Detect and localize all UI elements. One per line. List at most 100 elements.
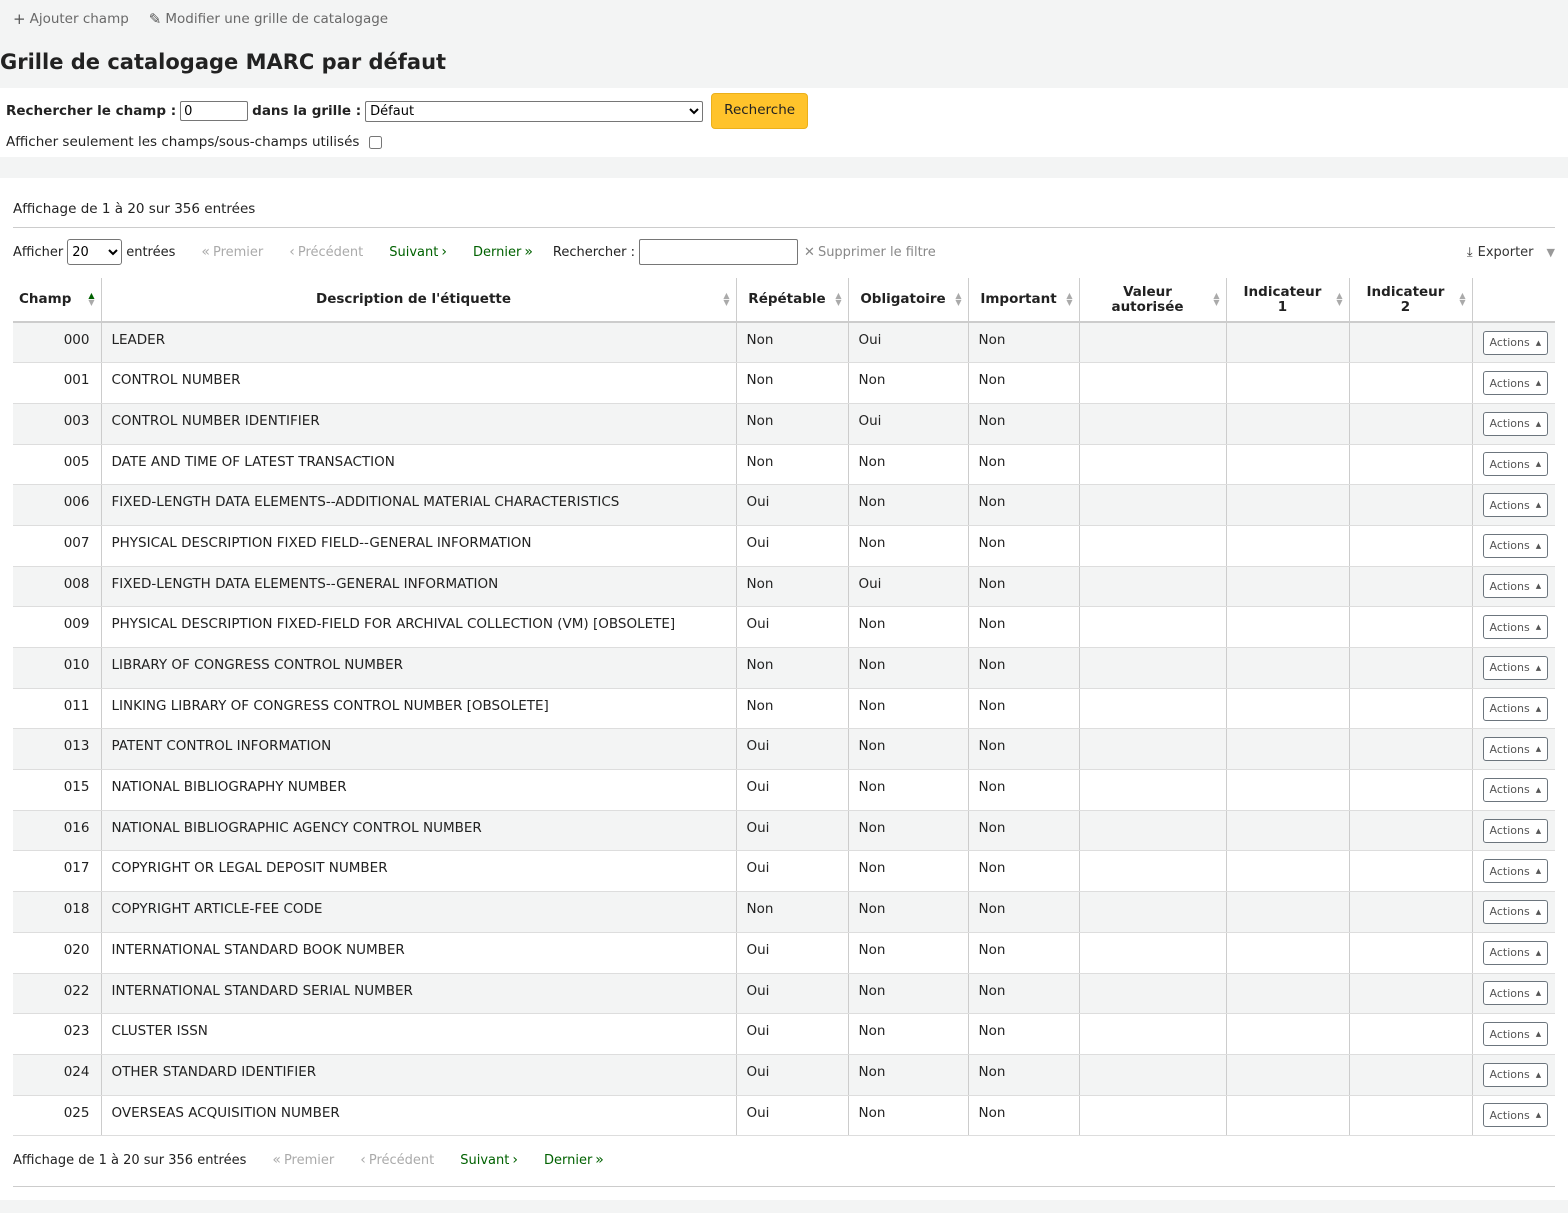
export-label: Exporter — [1477, 244, 1534, 260]
col-description-label: Description de l'étiquette — [315, 291, 512, 307]
first-page-button-bottom[interactable]: « Premier — [272, 1152, 334, 1168]
actions-button[interactable]: Actions ▲ — [1482, 615, 1549, 640]
col-ind2-label-2: 2 — [1400, 298, 1411, 315]
cell-important: Non — [967, 444, 1079, 486]
actions-label: Actions — [1489, 946, 1530, 960]
last-page-button-bottom[interactable]: Dernier » — [544, 1152, 604, 1168]
page-size-select[interactable]: 20 — [67, 239, 123, 265]
table-row: 006 FIXED-LENGTH DATA ELEMENTS--ADDITIONA… — [13, 484, 1555, 526]
col-repetable[interactable]: Répétable ▲ ▼ — [735, 278, 848, 323]
cell-indicateur-1 — [1225, 1013, 1349, 1055]
col-ind1-label-1: Indicateur — [1243, 283, 1322, 300]
actions-button[interactable]: Actions ▲ — [1482, 777, 1549, 802]
actions-button[interactable]: Actions ▲ — [1482, 1022, 1549, 1047]
col-important[interactable]: Important ▲ ▼ — [967, 278, 1079, 323]
cell-valeur — [1078, 728, 1226, 771]
entries-label: entrées — [126, 244, 176, 260]
clear-filter-button[interactable]: ✕ Supprimer le filtre — [804, 245, 936, 260]
sort-icon: ▲ ▼ — [835, 291, 842, 307]
grid-select[interactable]: Défaut — [365, 100, 704, 122]
cell-indicateur-1 — [1225, 850, 1349, 893]
actions-button[interactable]: Actions ▲ — [1482, 859, 1549, 884]
caret-up-icon: ▲ — [1535, 948, 1542, 957]
actions-button[interactable]: Actions ▲ — [1482, 818, 1549, 843]
cell-repetable: Non — [735, 566, 848, 608]
col-description[interactable]: Description de l'étiquette ▲ ▼ — [100, 278, 736, 323]
caret-down-icon: ▼ — [1546, 245, 1555, 259]
actions-button[interactable]: Actions ▲ — [1482, 899, 1549, 924]
cell-valeur — [1078, 647, 1226, 689]
caret-up-icon: ▲ — [1535, 826, 1542, 835]
cell-repetable: Non — [735, 688, 848, 730]
actions-button[interactable]: Actions ▲ — [1482, 493, 1549, 518]
sort-icon: ▲ ▼ — [1336, 291, 1343, 307]
cell-valeur — [1078, 688, 1226, 730]
cell-champ: 010 — [13, 647, 101, 689]
col-obligatoire[interactable]: Obligatoire ▲ ▼ — [847, 278, 968, 323]
cell-valeur — [1078, 444, 1226, 486]
cell-actions: Actions ▲ — [1471, 1054, 1555, 1096]
cell-actions: Actions ▲ — [1471, 1095, 1555, 1137]
actions-button[interactable]: Actions ▲ — [1482, 533, 1549, 558]
actions-button[interactable]: Actions ▲ — [1482, 981, 1549, 1006]
sort-icon: ▲ ▼ — [1213, 291, 1220, 307]
actions-button[interactable]: Actions ▲ — [1482, 737, 1549, 762]
cell-valeur — [1078, 850, 1226, 893]
cell-champ: 022 — [13, 973, 101, 1015]
actions-label: Actions — [1489, 905, 1530, 919]
actions-label: Actions — [1489, 1068, 1530, 1082]
cell-description: INTERNATIONAL STANDARD BOOK NUMBER — [100, 932, 736, 974]
col-champ[interactable]: Champ ▲ ▼ — [13, 278, 101, 323]
export-button[interactable]: ⤓ Exporter ▼ — [1467, 245, 1555, 260]
cell-champ: 000 — [13, 322, 101, 364]
add-field-button[interactable]: + Ajouter champ — [13, 10, 129, 28]
cell-valeur — [1078, 322, 1226, 364]
cell-actions: Actions ▲ — [1471, 484, 1555, 526]
cell-champ: 009 — [13, 606, 101, 648]
next-page-button[interactable]: Suivant › — [389, 244, 447, 260]
previous-page-button[interactable]: ‹ Précédent — [289, 244, 363, 260]
search-button[interactable]: Recherche — [711, 93, 809, 129]
only-used-checkbox[interactable] — [369, 135, 383, 149]
col-valeur-label-2: autorisée — [1111, 298, 1184, 315]
cell-actions: Actions ▲ — [1471, 810, 1555, 852]
last-page-button[interactable]: Dernier » — [473, 244, 533, 260]
actions-button[interactable]: Actions ▲ — [1482, 574, 1549, 599]
cell-repetable: Oui — [735, 525, 848, 567]
filter-input[interactable] — [639, 239, 799, 265]
cell-important: Non — [967, 403, 1079, 445]
cell-indicateur-2 — [1348, 1013, 1472, 1055]
col-valeur[interactable]: Valeur autorisée ▲ ▼ — [1078, 278, 1226, 323]
actions-button[interactable]: Actions ▲ — [1482, 452, 1549, 477]
col-repetable-label: Répétable — [748, 291, 826, 307]
caret-up-icon: ▲ — [1535, 663, 1542, 672]
actions-button[interactable]: Actions ▲ — [1482, 696, 1549, 721]
actions-button[interactable]: Actions ▲ — [1482, 940, 1549, 965]
next-label: Suivant — [389, 244, 439, 260]
actions-button[interactable]: Actions ▲ — [1482, 411, 1549, 436]
edit-framework-button[interactable]: ✎ Modifier une grille de catalogage — [149, 10, 388, 28]
first-page-button[interactable]: « Premier — [201, 244, 263, 260]
actions-button[interactable]: Actions ▲ — [1482, 1103, 1549, 1128]
actions-button[interactable]: Actions ▲ — [1482, 655, 1549, 680]
caret-up-icon: ▲ — [1535, 1070, 1542, 1079]
cell-important: Non — [967, 850, 1079, 893]
sort-icon: ▲ ▼ — [1066, 291, 1073, 307]
last-label: Dernier — [543, 1152, 593, 1168]
toolbar: + Ajouter champ ✎ Modifier une grille de… — [0, 0, 1568, 38]
next-page-button-bottom[interactable]: Suivant › — [460, 1152, 518, 1168]
search-field-input[interactable] — [180, 101, 249, 121]
table-row: 022 INTERNATIONAL STANDARD SERIAL NUMBER O… — [13, 973, 1555, 1015]
caret-up-icon: ▲ — [1535, 867, 1542, 876]
chevron-left-icon: ‹ — [360, 1152, 366, 1168]
cell-actions: Actions ▲ — [1471, 566, 1555, 608]
col-indicateur-1[interactable]: Indicateur 1 ▲ ▼ — [1225, 278, 1349, 323]
cell-indicateur-1 — [1225, 566, 1349, 608]
actions-button[interactable]: Actions ▲ — [1482, 371, 1549, 396]
col-indicateur-2[interactable]: Indicateur 2 ▲ ▼ — [1348, 278, 1472, 323]
cell-indicateur-2 — [1348, 688, 1472, 730]
actions-button[interactable]: Actions ▲ — [1482, 330, 1549, 355]
previous-page-button-bottom[interactable]: ‹ Précédent — [360, 1152, 434, 1168]
actions-button[interactable]: Actions ▲ — [1482, 1062, 1549, 1087]
cell-actions: Actions ▲ — [1471, 525, 1555, 567]
